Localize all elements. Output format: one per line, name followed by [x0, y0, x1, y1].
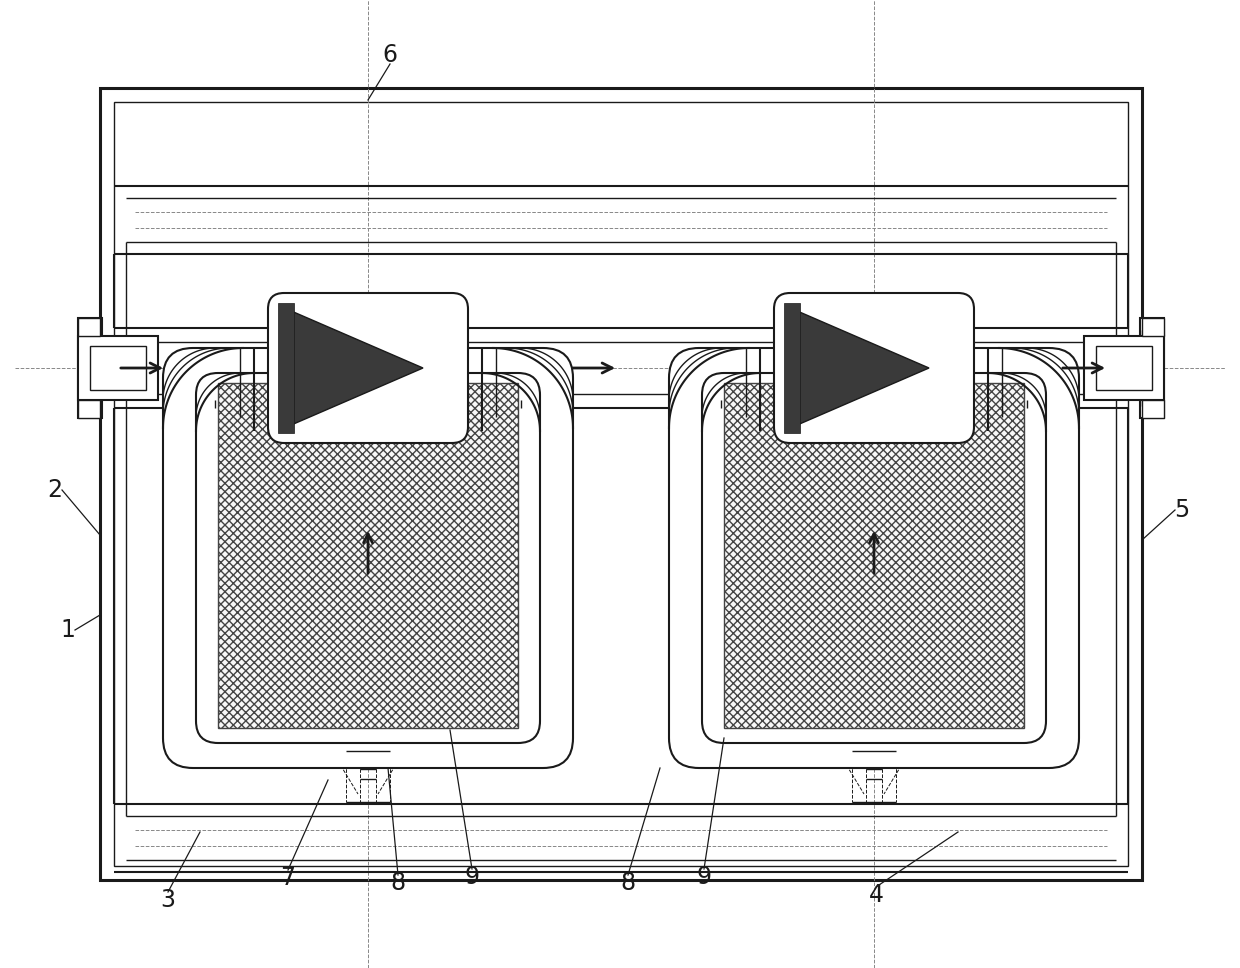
- Bar: [218, 383, 518, 728]
- Text: 9: 9: [465, 865, 480, 889]
- Bar: [1142, 400, 1164, 418]
- Text: 7: 7: [280, 866, 295, 890]
- Text: 2: 2: [47, 478, 62, 502]
- Bar: [784, 303, 800, 433]
- Bar: [1142, 318, 1164, 336]
- Bar: [78, 336, 157, 400]
- FancyBboxPatch shape: [774, 293, 973, 443]
- Text: 6: 6: [382, 43, 398, 67]
- Text: 5: 5: [1174, 498, 1189, 522]
- Bar: [1096, 346, 1152, 390]
- Text: 9: 9: [697, 865, 712, 889]
- Text: 4: 4: [868, 883, 883, 907]
- Text: 1: 1: [61, 618, 76, 642]
- Bar: [91, 346, 146, 390]
- FancyBboxPatch shape: [162, 348, 573, 768]
- Text: 8: 8: [391, 871, 405, 895]
- Text: 3: 3: [160, 888, 176, 912]
- Polygon shape: [787, 307, 929, 429]
- Bar: [78, 400, 100, 418]
- Bar: [114, 102, 1128, 866]
- Bar: [1140, 318, 1164, 418]
- Bar: [1142, 330, 1154, 406]
- Bar: [78, 318, 102, 418]
- Polygon shape: [281, 307, 423, 429]
- FancyBboxPatch shape: [268, 293, 467, 443]
- Bar: [100, 88, 1142, 880]
- FancyBboxPatch shape: [670, 348, 1079, 768]
- Bar: [724, 383, 1024, 728]
- Bar: [1084, 336, 1164, 400]
- Text: 8: 8: [620, 871, 636, 895]
- FancyBboxPatch shape: [196, 373, 539, 743]
- FancyBboxPatch shape: [702, 373, 1047, 743]
- Bar: [78, 318, 100, 336]
- Bar: [278, 303, 294, 433]
- Bar: [88, 330, 100, 406]
